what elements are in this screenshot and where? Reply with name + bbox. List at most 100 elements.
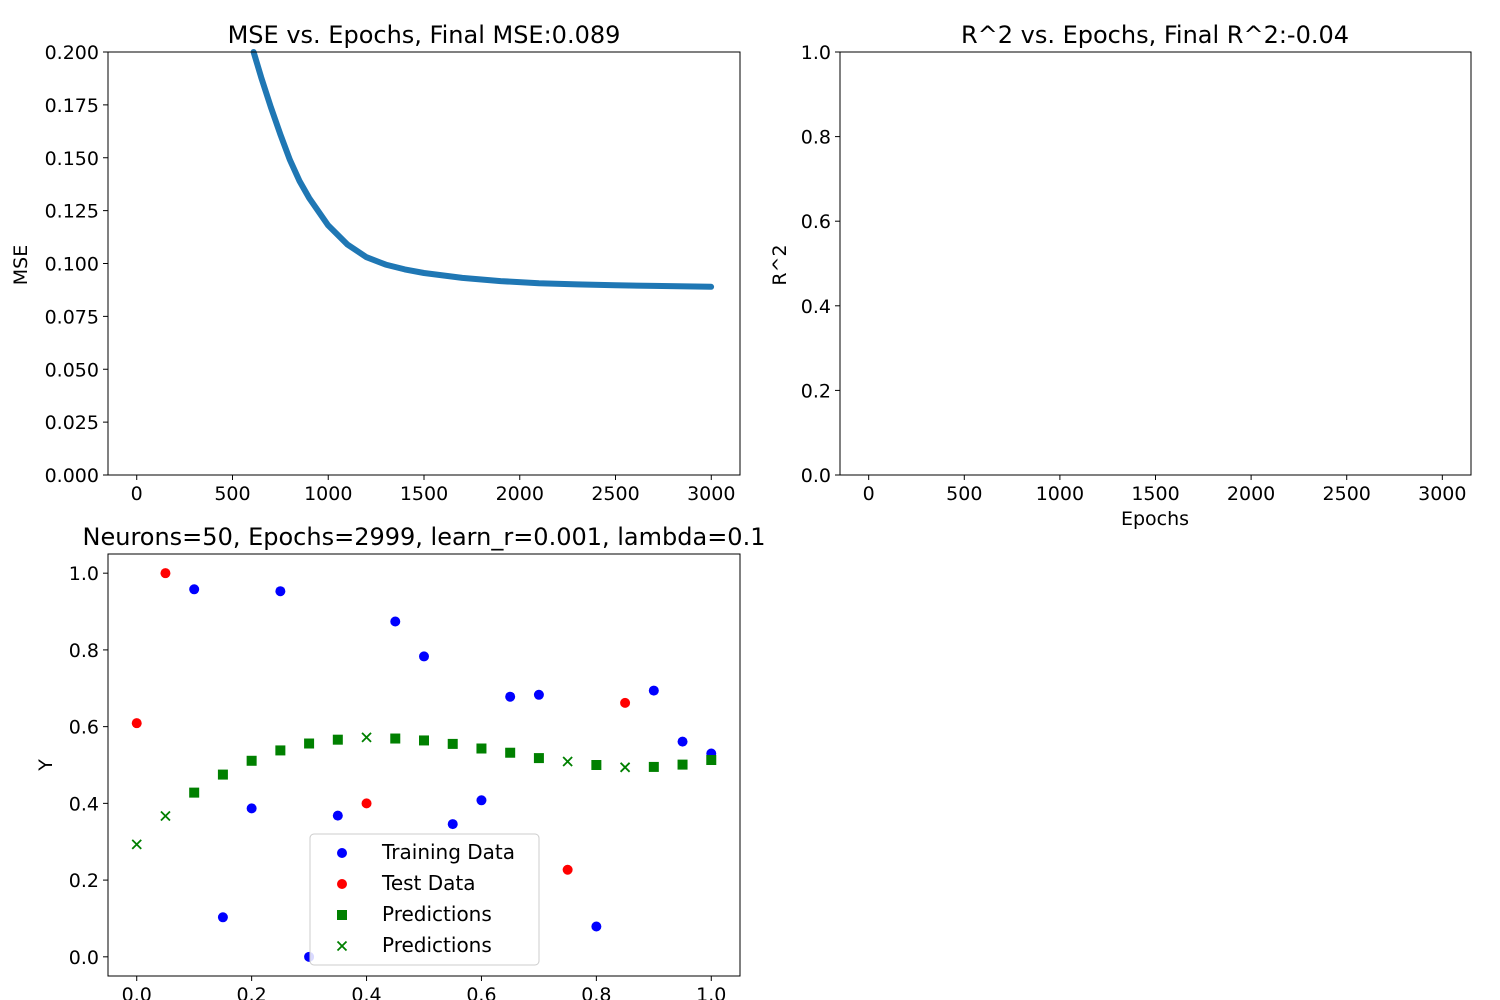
mse-y-axis-label: MSE bbox=[10, 245, 32, 285]
legend-training-marker bbox=[337, 848, 347, 858]
mse-axis-ticks: 0 500 1000 1500 2000 2500 3000 0.000 0.025 0.050 0… bbox=[45, 42, 736, 505]
r2-chart: R^2 vs. Epochs, Final R^2:-0.04 R^2 Epoc… bbox=[769, 21, 1472, 530]
prediction-point-predictions-x bbox=[361, 732, 372, 743]
prediction-chart: Neurons=50, Epochs=2999, learn_r=0.001, … bbox=[35, 523, 765, 1000]
r2-plot-frame bbox=[839, 51, 1472, 476]
prediction-point-training-data-circle bbox=[533, 689, 544, 700]
legend-predictions-square-label: Predictions bbox=[382, 902, 492, 926]
prediction-point-training-data-circle bbox=[189, 584, 200, 595]
prediction-point-training-data-circle bbox=[332, 810, 343, 821]
r2-x-tick-label: 1500 bbox=[1131, 483, 1179, 505]
prediction-point-predictions-x bbox=[619, 762, 631, 773]
prediction-point-training-data-circle bbox=[677, 736, 688, 747]
prediction-point-predictions-square bbox=[419, 735, 429, 746]
r2-y-tick-label: 0.8 bbox=[801, 127, 831, 149]
mse-plot-frame bbox=[107, 51, 741, 476]
mse-chart: MSE vs. Epochs, Final MSE:0.089 MSE 0 500… bbox=[10, 21, 741, 505]
prediction-scatter-series bbox=[131, 568, 717, 962]
prediction-y-tick-label: 0.8 bbox=[69, 640, 99, 662]
legend-predictions-x-label: Predictions bbox=[382, 933, 492, 957]
prediction-point-predictions-square bbox=[275, 745, 286, 756]
legend-test-label: Test Data bbox=[381, 871, 476, 895]
prediction-point-predictions-square bbox=[246, 755, 257, 766]
prediction-point-training-data-circle bbox=[390, 616, 401, 627]
mse-x-tick-label: 3000 bbox=[687, 483, 735, 505]
prediction-y-tick-label: 0.2 bbox=[69, 870, 99, 892]
prediction-point-training-data-circle bbox=[447, 819, 458, 830]
r2-x-tick-label: 2500 bbox=[1323, 483, 1371, 505]
prediction-x-tick-label: 0.2 bbox=[237, 984, 267, 1000]
mse-y-tick-label: 0.050 bbox=[45, 359, 99, 381]
prediction-point-test-data-circle bbox=[361, 798, 372, 809]
r2-y-axis-label: R^2 bbox=[769, 244, 791, 285]
prediction-point-predictions-square bbox=[706, 755, 717, 766]
r2-axis-ticks: 0 500 1000 1500 2000 2500 3000 0.0 0.2 0.4 0.6 0.8 1… bbox=[801, 42, 1467, 505]
prediction-x-tick-label: 1.0 bbox=[696, 984, 726, 1000]
mse-x-tick-label: 0 bbox=[131, 483, 143, 505]
mse-x-tick-label: 1000 bbox=[304, 483, 352, 505]
mse-y-tick-label: 0.025 bbox=[45, 412, 99, 434]
mse-y-tick-label: 0.200 bbox=[45, 42, 99, 64]
mse-chart-title: MSE vs. Epochs, Final MSE:0.089 bbox=[228, 21, 621, 49]
prediction-point-training-data-circle bbox=[476, 795, 487, 806]
prediction-point-predictions-square bbox=[304, 738, 315, 749]
prediction-point-predictions-square bbox=[505, 747, 516, 758]
prediction-point-predictions-square bbox=[332, 734, 343, 745]
r2-x-tick-label: 3000 bbox=[1418, 483, 1466, 505]
prediction-point-predictions-square bbox=[533, 753, 544, 764]
r2-y-tick-label: 1.0 bbox=[801, 42, 831, 64]
prediction-x-tick-label: 0.6 bbox=[466, 984, 496, 1000]
mse-y-tick-label: 0.100 bbox=[45, 254, 99, 276]
prediction-point-predictions-x bbox=[131, 839, 142, 850]
legend: Training Data Test Data Predictions Pred… bbox=[309, 833, 540, 966]
mse-x-tick-label: 2500 bbox=[591, 483, 639, 505]
prediction-point-training-data-circle bbox=[246, 803, 257, 814]
prediction-y-tick-label: 0.0 bbox=[69, 947, 99, 969]
prediction-point-predictions-square bbox=[217, 769, 228, 780]
mse-y-tick-label: 0.125 bbox=[45, 201, 99, 223]
prediction-plot-frame bbox=[107, 553, 741, 977]
prediction-y-axis-label: Y bbox=[35, 759, 57, 772]
r2-x-tick-label: 500 bbox=[946, 483, 982, 505]
prediction-point-predictions-square bbox=[390, 733, 401, 744]
prediction-point-predictions-x bbox=[562, 756, 573, 767]
prediction-point-predictions-square bbox=[447, 738, 458, 749]
mse-series-line bbox=[250, 49, 715, 290]
prediction-point-predictions-square bbox=[677, 759, 688, 770]
prediction-point-test-data-circle bbox=[131, 718, 142, 729]
legend-test-marker bbox=[337, 879, 347, 889]
prediction-point-training-data-circle bbox=[648, 685, 659, 696]
r2-x-tick-label: 2000 bbox=[1227, 483, 1275, 505]
legend-training-label: Training Data bbox=[381, 840, 515, 864]
r2-x-tick-label: 1000 bbox=[1036, 483, 1084, 505]
r2-x-tick-label: 0 bbox=[863, 483, 875, 505]
prediction-point-test-data-circle bbox=[562, 864, 573, 875]
r2-y-tick-label: 0.6 bbox=[801, 211, 831, 233]
r2-x-axis-label: Epochs bbox=[1121, 508, 1189, 530]
legend-predictions-x-marker bbox=[336, 940, 348, 952]
prediction-chart-title: Neurons=50, Epochs=2999, learn_r=0.001, … bbox=[83, 523, 766, 551]
prediction-point-training-data-circle bbox=[505, 691, 516, 702]
mse-y-tick-label: 0.000 bbox=[45, 465, 99, 487]
prediction-point-predictions-square bbox=[476, 743, 487, 754]
r2-y-tick-label: 0.2 bbox=[801, 380, 831, 402]
prediction-point-test-data-circle bbox=[160, 568, 171, 579]
r2-y-tick-label: 0.4 bbox=[801, 296, 831, 318]
mse-x-tick-label: 1500 bbox=[400, 483, 448, 505]
prediction-y-tick-label: 0.4 bbox=[69, 793, 99, 815]
prediction-axis-ticks: 0.0 0.2 0.4 0.6 0.8 1.0 0.0 0.2 0.4 0.6 0.8 1.0 bbox=[69, 563, 727, 1000]
prediction-point-test-data-circle bbox=[620, 697, 631, 708]
prediction-x-tick-label: 0.4 bbox=[351, 984, 381, 1000]
prediction-point-predictions-square bbox=[591, 760, 602, 770]
prediction-point-predictions-x bbox=[160, 810, 171, 822]
mse-y-tick-label: 0.150 bbox=[45, 148, 99, 170]
legend-predictions-square-marker bbox=[337, 910, 347, 920]
prediction-point-predictions-square bbox=[648, 761, 659, 772]
prediction-y-tick-label: 1.0 bbox=[69, 563, 99, 585]
prediction-y-tick-label: 0.6 bbox=[69, 717, 99, 739]
mse-x-tick-label: 2000 bbox=[496, 483, 544, 505]
prediction-point-training-data-circle bbox=[591, 921, 602, 932]
legend-box bbox=[309, 833, 540, 966]
